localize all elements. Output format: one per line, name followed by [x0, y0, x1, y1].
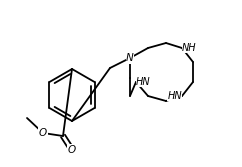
- Text: O: O: [68, 145, 76, 155]
- Text: HN: HN: [167, 91, 182, 101]
- Text: NH: NH: [182, 43, 197, 53]
- Text: O: O: [39, 128, 47, 138]
- Text: N: N: [126, 53, 134, 63]
- Text: HN: HN: [136, 77, 151, 87]
